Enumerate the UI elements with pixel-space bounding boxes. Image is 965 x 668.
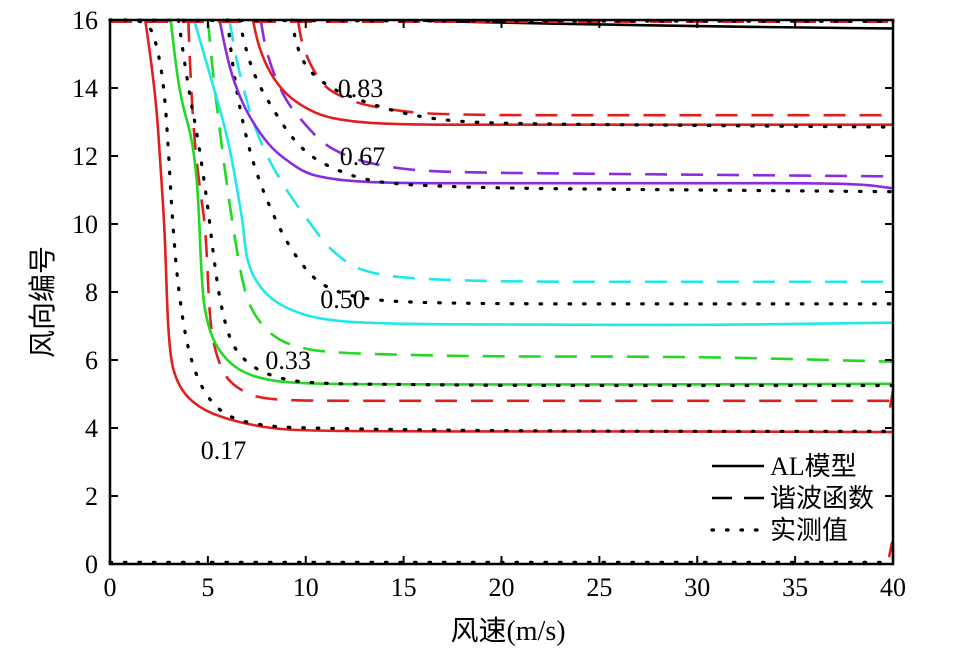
series-0.83-dotted-14 [290, 18, 895, 129]
x-tick-label: 30 [684, 573, 710, 602]
axes-layer [108, 18, 895, 566]
series-0.33-dotted-5 [176, 18, 895, 388]
x-tick-label: 40 [880, 573, 906, 602]
x-tick-label: 20 [489, 573, 515, 602]
contour-label-layer: 0.17 0.33 0.50 0.67 0.83 [201, 74, 385, 465]
series-0.33-dashed-4 [206, 19, 894, 363]
y-tick-label: 0 [85, 550, 98, 579]
x-tick-label: 25 [586, 573, 612, 602]
x-axis-title: 风速(m/s) [450, 616, 565, 647]
y-tick-label: 4 [85, 414, 98, 443]
x-tick-label: 35 [782, 573, 808, 602]
legend: AL模型 谐波函数 实测值 [710, 452, 874, 545]
contour-label-0-67: 0.67 [340, 142, 386, 171]
series-0.67-dotted-11 [237, 18, 895, 194]
contour-label-0-33: 0.33 [265, 346, 311, 375]
contour-label-0-50: 0.50 [320, 285, 366, 314]
series-0.17-dashed-1 [187, 19, 893, 403]
series-0.83-solid-12 [251, 19, 893, 127]
legend-label-harmonic: 谐波函数 [770, 484, 874, 513]
x-tick-label: 10 [293, 573, 319, 602]
y-axis-title: 风向编号 [27, 246, 59, 358]
series-0.50-dashed-7 [228, 19, 893, 284]
legend-label-measured: 实测值 [770, 516, 848, 545]
series-0.33-solid-3 [169, 19, 894, 386]
y-tick-label: 12 [72, 142, 98, 171]
x-tick-label: 15 [391, 573, 417, 602]
x-tick-label: 5 [201, 573, 214, 602]
series-0.83-solid-15 [423, 19, 894, 30]
contour-label-0-17: 0.17 [201, 436, 247, 465]
legend-label-al-model: AL模型 [770, 452, 857, 481]
y-tick-label: 10 [72, 210, 98, 239]
y-tick-label: 8 [85, 278, 98, 307]
y-tick-label: 2 [85, 482, 98, 511]
series-0.17-solid-0 [143, 19, 894, 434]
series-0.67-dashed-10 [259, 19, 894, 178]
series-0.50-dotted-8 [225, 18, 895, 306]
series-0.50-solid-6 [192, 19, 894, 327]
ticks-layer: 0 5 10 15 20 25 30 35 40 0 2 4 6 8 10 12 14 16 [72, 6, 906, 602]
y-tick-label: 14 [72, 74, 98, 103]
series-0.67-solid-9 [218, 19, 894, 190]
y-tick-label: 16 [72, 6, 98, 35]
x-tick-label: 0 [104, 573, 117, 602]
series-0.17-dotted-2 [108, 18, 895, 434]
plot-frame [108, 18, 895, 566]
contour-label-0-83: 0.83 [338, 74, 384, 103]
y-tick-label: 6 [85, 346, 98, 375]
series-0.83-dashed-13 [296, 19, 893, 117]
